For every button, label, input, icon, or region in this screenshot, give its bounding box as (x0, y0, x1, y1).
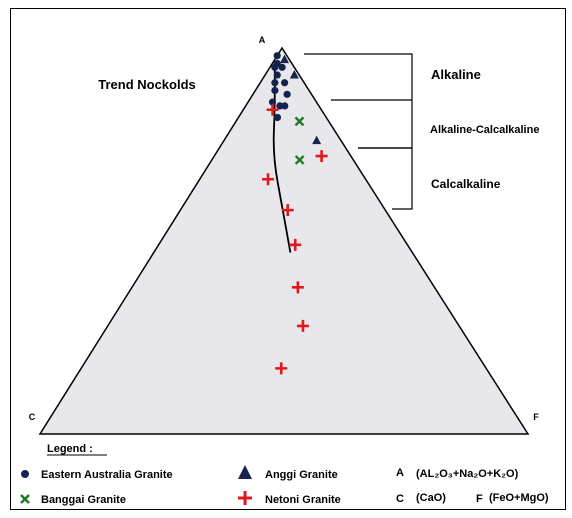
legend-label-eastern-australia: Eastern Australia Granite (41, 469, 173, 481)
formula-c-text: (CaO) (416, 492, 446, 504)
point-circle-0-9 (268, 98, 277, 106)
data-points (262, 52, 328, 375)
legend: Legend : Eastern Australia Granite Anggi… (20, 443, 549, 506)
point-circle-0-8 (283, 90, 291, 98)
legend-label-anggi: Anggi Granite (265, 469, 338, 481)
trend-label: Trend Nockolds (98, 77, 196, 92)
corner-label-c: C (29, 412, 36, 422)
point-circle-0-2 (271, 63, 279, 71)
bracket-alkaline (304, 53, 413, 101)
legend-label-netoni: Netoni Granite (265, 494, 341, 506)
formula-c-letter: C (396, 493, 404, 505)
point-plus-3-4 (289, 238, 302, 251)
point-triangle-1-1 (289, 70, 299, 79)
bracket-calcalkaline (358, 147, 413, 210)
ternary-triangle (38, 46, 530, 435)
point-circle-0-7 (271, 86, 279, 95)
formula-a-text: (AL₂O₃+Na₂O+K₂O) (416, 468, 519, 480)
point-circle-0-6 (281, 79, 289, 87)
legend-plus-icon (238, 491, 252, 505)
point-plus-3-2 (262, 173, 275, 186)
legend-label-banggai: Banggai Granite (41, 494, 126, 506)
formula-f-letter: F (476, 493, 483, 505)
zone-brackets (304, 53, 413, 210)
legend-circle-icon (21, 470, 29, 478)
zone-label-calcalkaline: Calcalkaline (431, 177, 501, 191)
point-plus-3-6 (296, 319, 309, 332)
corner-label-a: A (259, 35, 266, 45)
point-triangle-1-0 (280, 54, 289, 64)
point-triangle-1-2 (312, 135, 322, 145)
bracket-alkaline-calcalkaline (358, 100, 413, 149)
legend-x-icon (20, 494, 30, 504)
point-circle-0-4 (273, 71, 281, 79)
corner-label-f: F (533, 412, 539, 422)
point-circle-0-0 (273, 52, 281, 60)
point-plus-3-3 (281, 204, 294, 217)
point-plus-3-0 (266, 103, 279, 116)
point-circle-0-5 (271, 79, 279, 87)
figure-frame (10, 8, 566, 510)
point-circle-0-12 (273, 113, 282, 122)
legend-triangle-icon (238, 465, 252, 479)
point-plus-3-7 (275, 362, 288, 375)
point-plus-3-5 (291, 281, 304, 294)
formula-a-letter: A (396, 467, 404, 479)
point-circle-0-3 (278, 63, 286, 71)
point-circle-0-11 (281, 102, 289, 110)
formula-f-text: (FeO+MgO) (489, 492, 549, 504)
zone-label-alkaline: Alkaline (431, 67, 481, 82)
legend-title: Legend : (47, 443, 93, 455)
point-x-2-1 (294, 155, 305, 165)
point-plus-3-1 (315, 150, 328, 163)
point-x-2-0 (294, 116, 305, 127)
zone-label-alkaline-calcalkaline: Alkaline-Calcalkaline (430, 124, 539, 136)
